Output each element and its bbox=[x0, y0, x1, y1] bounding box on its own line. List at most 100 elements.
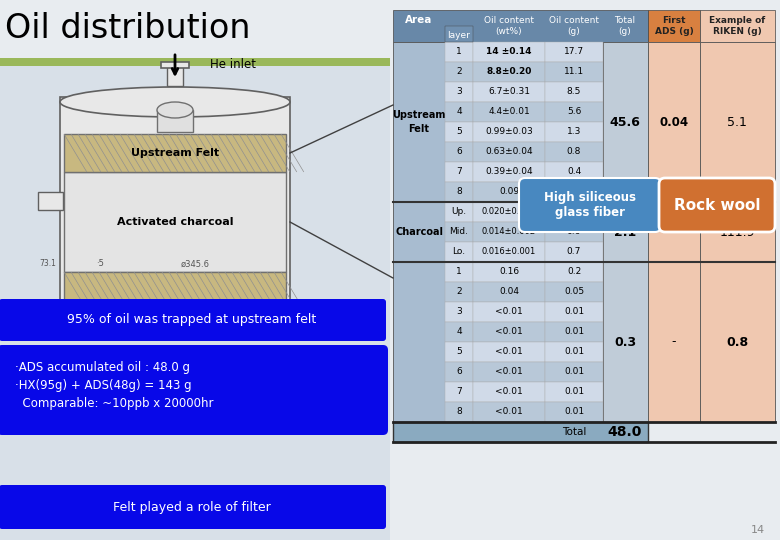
Bar bbox=[545, 202, 603, 222]
Text: 8: 8 bbox=[456, 408, 462, 416]
Bar bbox=[445, 62, 473, 82]
Text: <0.01: <0.01 bbox=[495, 368, 523, 376]
Bar bbox=[700, 262, 775, 422]
Bar bbox=[473, 142, 545, 162]
Bar bbox=[473, 202, 545, 222]
Bar bbox=[603, 202, 648, 262]
Text: Upstream: Upstream bbox=[392, 110, 445, 120]
Bar bbox=[445, 362, 473, 382]
Bar bbox=[64, 134, 286, 172]
Text: 0.8: 0.8 bbox=[567, 207, 581, 217]
Text: 2: 2 bbox=[456, 287, 462, 296]
Text: 5: 5 bbox=[456, 127, 462, 137]
Bar bbox=[473, 302, 545, 322]
Bar bbox=[603, 42, 648, 202]
Bar bbox=[445, 202, 473, 222]
Text: ø345.6: ø345.6 bbox=[180, 260, 210, 268]
Bar bbox=[473, 82, 545, 102]
Text: 111.9: 111.9 bbox=[719, 226, 755, 239]
Text: 95% of oil was trapped at upstream felt: 95% of oil was trapped at upstream felt bbox=[67, 314, 317, 327]
Text: 4: 4 bbox=[456, 107, 462, 117]
Bar bbox=[473, 102, 545, 122]
Text: <0.01: <0.01 bbox=[495, 327, 523, 336]
Bar bbox=[473, 42, 545, 62]
Text: 3: 3 bbox=[456, 307, 462, 316]
Bar bbox=[545, 82, 603, 102]
Text: Up.: Up. bbox=[452, 207, 466, 217]
Bar bbox=[545, 42, 603, 62]
Bar bbox=[545, 242, 603, 262]
Text: Oil content
(g): Oil content (g) bbox=[549, 16, 599, 36]
Text: He outlet: He outlet bbox=[149, 323, 200, 333]
FancyBboxPatch shape bbox=[659, 178, 775, 232]
Bar bbox=[700, 42, 775, 202]
Text: 45.6: 45.6 bbox=[609, 116, 640, 129]
Text: Felt: Felt bbox=[409, 124, 430, 134]
Text: 8.8±0.20: 8.8±0.20 bbox=[486, 68, 532, 77]
FancyBboxPatch shape bbox=[0, 485, 386, 529]
Bar bbox=[473, 162, 545, 182]
Bar bbox=[64, 272, 286, 300]
Text: 0.6: 0.6 bbox=[567, 227, 581, 237]
Text: 0.014±0.002: 0.014±0.002 bbox=[482, 227, 536, 237]
Bar bbox=[393, 422, 648, 442]
Bar bbox=[167, 300, 183, 318]
Bar bbox=[545, 262, 603, 282]
Bar bbox=[473, 182, 545, 202]
Bar bbox=[545, 282, 603, 302]
Bar bbox=[545, 162, 603, 182]
Bar bbox=[473, 342, 545, 362]
Text: Upstream Felt: Upstream Felt bbox=[131, 148, 219, 158]
Bar bbox=[445, 122, 473, 142]
Bar bbox=[445, 242, 473, 262]
Text: 11.1: 11.1 bbox=[564, 68, 584, 77]
Bar bbox=[0, 58, 390, 66]
Bar bbox=[473, 382, 545, 402]
Bar bbox=[545, 182, 603, 202]
Ellipse shape bbox=[157, 102, 193, 118]
Text: 7: 7 bbox=[456, 388, 462, 396]
Bar bbox=[473, 322, 545, 342]
Text: Charcoal: Charcoal bbox=[395, 227, 443, 237]
Bar bbox=[393, 42, 445, 202]
Bar bbox=[473, 222, 545, 242]
Text: 4: 4 bbox=[456, 327, 462, 336]
Bar bbox=[445, 302, 473, 322]
Text: 0.8: 0.8 bbox=[567, 147, 581, 157]
Text: 1: 1 bbox=[456, 48, 462, 57]
Text: 0.8: 0.8 bbox=[726, 335, 748, 348]
Bar bbox=[545, 362, 603, 382]
Text: 3: 3 bbox=[456, 87, 462, 97]
Text: 0.020±0.003: 0.020±0.003 bbox=[482, 207, 536, 217]
Text: Oil content
(wt%): Oil content (wt%) bbox=[484, 16, 534, 36]
Bar bbox=[0, 300, 385, 340]
Text: ·HX(95g) + ADS(48g) = 143 g: ·HX(95g) + ADS(48g) = 143 g bbox=[15, 380, 192, 393]
Bar bbox=[545, 322, 603, 342]
Bar bbox=[445, 382, 473, 402]
Bar bbox=[545, 382, 603, 402]
Ellipse shape bbox=[60, 87, 290, 117]
Text: <0.01: <0.01 bbox=[495, 408, 523, 416]
Text: 6: 6 bbox=[456, 147, 462, 157]
Text: Lo.: Lo. bbox=[452, 247, 466, 256]
Text: Oil distribution: Oil distribution bbox=[5, 11, 250, 44]
Bar bbox=[545, 122, 603, 142]
Text: 0.2: 0.2 bbox=[567, 267, 581, 276]
Text: ·ADS accumulated oil : 48.0 g: ·ADS accumulated oil : 48.0 g bbox=[15, 361, 190, 375]
Text: 73.1: 73.1 bbox=[40, 260, 56, 268]
Text: First
ADS (g): First ADS (g) bbox=[654, 16, 693, 36]
Text: 1: 1 bbox=[456, 267, 462, 276]
Text: 0.05: 0.05 bbox=[564, 287, 584, 296]
Text: 0.01: 0.01 bbox=[564, 307, 584, 316]
Bar bbox=[648, 10, 700, 42]
Bar bbox=[445, 322, 473, 342]
Bar bbox=[545, 142, 603, 162]
Text: 17.7: 17.7 bbox=[564, 48, 584, 57]
FancyBboxPatch shape bbox=[0, 345, 388, 435]
Bar bbox=[545, 102, 603, 122]
Text: 0.99±0.03: 0.99±0.03 bbox=[485, 127, 533, 137]
Text: 0.01: 0.01 bbox=[564, 388, 584, 396]
Bar bbox=[161, 62, 189, 68]
Text: 2: 2 bbox=[456, 68, 462, 77]
Bar bbox=[648, 202, 700, 262]
